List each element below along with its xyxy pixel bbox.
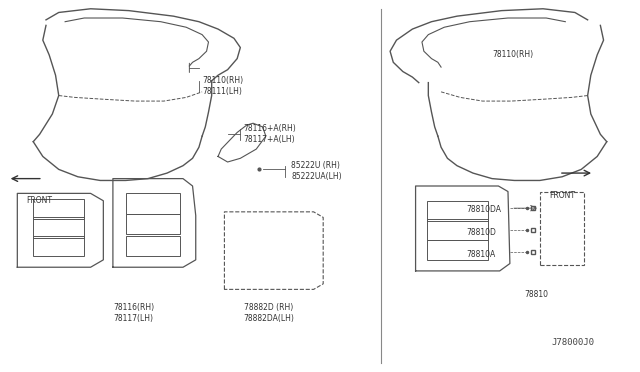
Bar: [427, 201, 488, 221]
Text: 78110(RH): 78110(RH): [492, 51, 533, 60]
Text: FRONT: FRONT: [27, 196, 52, 205]
Bar: [33, 199, 84, 219]
Text: 78810: 78810: [524, 291, 548, 299]
Bar: [125, 193, 180, 214]
Text: 78117(LH): 78117(LH): [113, 314, 153, 323]
Bar: [33, 217, 84, 238]
Bar: [33, 236, 84, 256]
Text: 78882DA(LH): 78882DA(LH): [244, 314, 294, 323]
Bar: [540, 192, 584, 265]
Text: 78810DA: 78810DA: [467, 205, 502, 215]
Text: J78000J0: J78000J0: [551, 338, 594, 347]
Text: FRONT: FRONT: [549, 191, 575, 200]
Bar: [125, 236, 180, 256]
Text: 78116+A(RH): 78116+A(RH): [244, 124, 296, 133]
Text: 78117+A(LH): 78117+A(LH): [244, 135, 295, 144]
Bar: [427, 219, 488, 240]
Bar: [125, 214, 180, 234]
Text: 85222UA(LH): 85222UA(LH): [291, 172, 342, 181]
Text: 78810A: 78810A: [467, 250, 496, 259]
Text: 78116(RH): 78116(RH): [113, 303, 154, 312]
Text: 78882D (RH): 78882D (RH): [244, 303, 292, 312]
Text: 78810D: 78810D: [467, 228, 497, 237]
Text: 78110(RH): 78110(RH): [202, 76, 243, 85]
Text: 85222U (RH): 85222U (RH): [291, 161, 340, 170]
Text: 78111(LH): 78111(LH): [202, 87, 242, 96]
Bar: [427, 240, 488, 260]
